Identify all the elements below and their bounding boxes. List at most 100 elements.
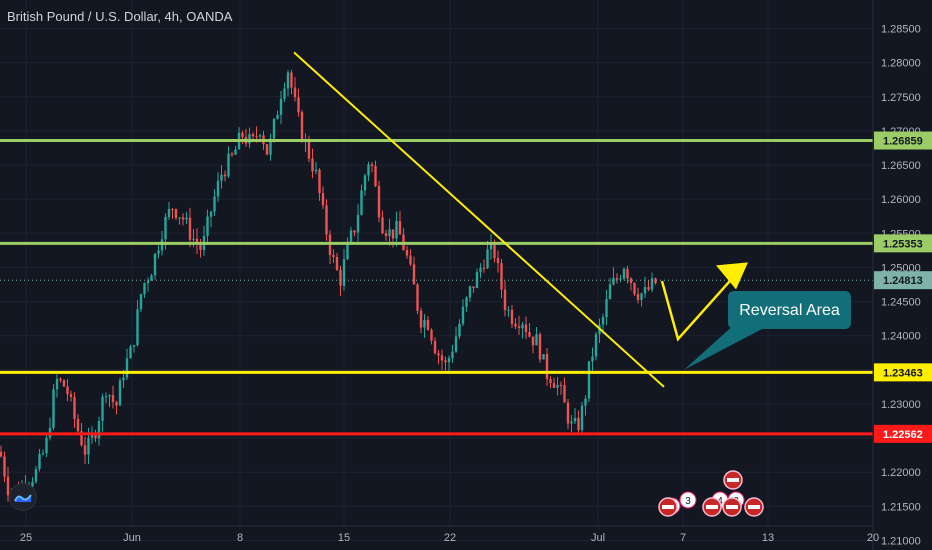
candle-body bbox=[426, 319, 430, 330]
candle-body bbox=[52, 389, 55, 428]
candle-body bbox=[269, 138, 272, 155]
candle-body bbox=[622, 268, 626, 279]
candle-body bbox=[507, 309, 510, 311]
candle-body bbox=[447, 358, 451, 363]
time-tick-label: 15 bbox=[338, 532, 350, 544]
candle-body bbox=[293, 87, 297, 98]
candle-body bbox=[535, 334, 538, 346]
candle-body bbox=[496, 258, 500, 264]
candle-body bbox=[479, 267, 482, 273]
callout-label: Reversal Area bbox=[739, 302, 840, 319]
candle-body bbox=[115, 402, 118, 406]
candle-body bbox=[38, 453, 41, 469]
candle-body bbox=[654, 278, 657, 284]
candle-body bbox=[563, 385, 566, 403]
candle-body bbox=[363, 175, 367, 191]
candle-body bbox=[251, 134, 255, 137]
tradingview-logo-icon[interactable] bbox=[9, 483, 37, 511]
price-tick-label: 1.24500 bbox=[881, 297, 921, 309]
candle-body bbox=[234, 149, 237, 155]
candle-body bbox=[300, 112, 304, 142]
candle-body bbox=[335, 257, 339, 271]
event-badge-circle[interactable] bbox=[679, 491, 697, 509]
event-badges[interactable]: 31343 bbox=[658, 470, 764, 517]
candle-body bbox=[423, 319, 426, 328]
candle-body bbox=[248, 134, 251, 144]
candle-body bbox=[398, 221, 402, 235]
candle-body bbox=[104, 396, 108, 398]
candle-body bbox=[353, 230, 356, 233]
candle-body bbox=[311, 158, 314, 172]
price-level-label: 1.25353 bbox=[883, 238, 923, 250]
price-level-label: 1.22562 bbox=[883, 429, 923, 441]
time-tick-label: 22 bbox=[444, 532, 456, 544]
price-tick-label: 1.21500 bbox=[881, 501, 921, 513]
candle-body bbox=[167, 209, 171, 217]
candle-body bbox=[430, 329, 433, 341]
candle-body bbox=[566, 402, 570, 424]
price-tick-label: 1.22000 bbox=[881, 467, 921, 479]
candle-body bbox=[437, 353, 440, 356]
price-tick-label: 1.27500 bbox=[881, 92, 921, 104]
candle-body bbox=[66, 386, 69, 395]
candle-body bbox=[307, 139, 311, 159]
price-level-tag[interactable] bbox=[874, 271, 932, 290]
event-badge-text: 3 bbox=[685, 496, 691, 507]
candle-body bbox=[542, 354, 545, 360]
candle-body bbox=[90, 433, 94, 438]
price-level-tag[interactable] bbox=[874, 234, 932, 253]
price-tick-label: 1.24000 bbox=[881, 331, 921, 343]
candle-body bbox=[549, 379, 552, 384]
candle-body bbox=[192, 238, 195, 240]
price-tick-label: 1.28000 bbox=[881, 58, 921, 70]
candle-body bbox=[195, 238, 199, 245]
candle-body bbox=[643, 287, 647, 294]
horizontal-levels bbox=[0, 139, 873, 436]
flag-stripe bbox=[727, 478, 739, 482]
projection-path[interactable] bbox=[660, 266, 743, 342]
candle-body bbox=[139, 294, 143, 310]
trendline[interactable] bbox=[293, 51, 665, 388]
candle-body bbox=[73, 396, 76, 419]
candle-body bbox=[122, 377, 125, 381]
time-axis[interactable]: 25 Jun 8 15 22 Jul 7 13 20 bbox=[0, 525, 879, 544]
callout-pointer bbox=[684, 323, 762, 370]
candle-body bbox=[626, 268, 629, 279]
candle-body bbox=[241, 132, 244, 137]
price-level-tag[interactable] bbox=[874, 131, 932, 150]
price-tick-label: 1.23000 bbox=[881, 399, 921, 411]
candle-body bbox=[150, 275, 153, 281]
candle-body bbox=[230, 153, 234, 155]
candle-body bbox=[472, 286, 475, 288]
candle-body bbox=[286, 72, 290, 89]
candle-body bbox=[391, 229, 395, 239]
price-level-tag[interactable] bbox=[874, 363, 932, 382]
candles bbox=[0, 69, 657, 504]
candle-body bbox=[143, 283, 146, 295]
candle-body bbox=[97, 421, 101, 439]
candle-body bbox=[584, 398, 587, 406]
price-level-label: 1.24813 bbox=[883, 275, 923, 287]
candle-body bbox=[297, 97, 300, 113]
candle-body bbox=[213, 196, 216, 212]
candle-body bbox=[283, 88, 286, 99]
candle-body bbox=[640, 293, 643, 300]
candle-body bbox=[559, 384, 563, 386]
candle-body bbox=[374, 165, 377, 187]
drawings: Reversal Area bbox=[293, 51, 851, 388]
callout-box[interactable] bbox=[728, 291, 851, 329]
flag-stripe bbox=[726, 505, 738, 509]
candle-body bbox=[538, 334, 542, 360]
candle-body bbox=[216, 180, 220, 197]
candle-body bbox=[601, 317, 605, 325]
candle-body bbox=[111, 395, 115, 403]
price-axis[interactable]: 1.285001.280001.275001.270001.265001.260… bbox=[872, 0, 932, 550]
candle-body bbox=[3, 456, 6, 477]
candle-body bbox=[290, 72, 293, 88]
price-level-tag[interactable] bbox=[874, 424, 932, 443]
candle-body bbox=[486, 249, 489, 269]
candle-body bbox=[276, 114, 279, 119]
candle-body bbox=[577, 417, 580, 431]
candle-body bbox=[482, 267, 486, 269]
